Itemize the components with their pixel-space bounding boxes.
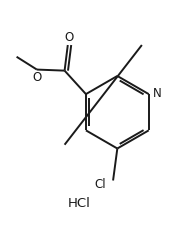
Text: HCl: HCl xyxy=(68,197,90,210)
Text: N: N xyxy=(152,86,161,99)
Text: O: O xyxy=(32,71,41,84)
Text: Cl: Cl xyxy=(94,178,106,191)
Text: O: O xyxy=(65,31,74,44)
